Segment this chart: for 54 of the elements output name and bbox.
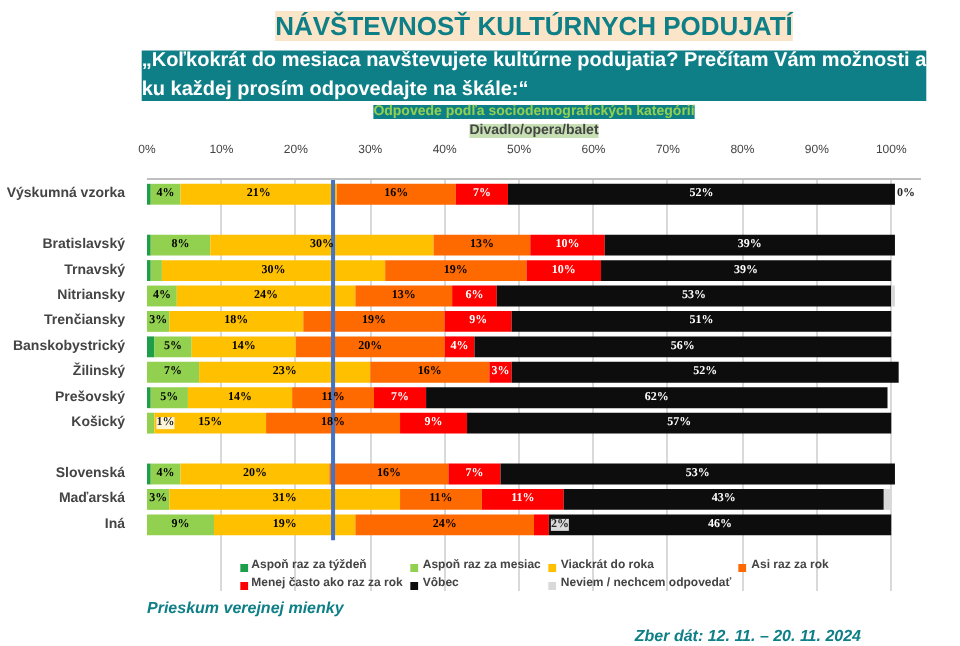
bar bbox=[154, 412, 267, 434]
bar bbox=[210, 234, 434, 256]
bar bbox=[292, 387, 374, 409]
bar bbox=[199, 361, 371, 383]
bar bbox=[385, 260, 527, 281]
bar bbox=[154, 336, 192, 358]
bar bbox=[336, 183, 456, 205]
bar bbox=[474, 336, 892, 358]
bar bbox=[604, 234, 895, 256]
bar bbox=[213, 514, 356, 536]
bar bbox=[500, 463, 895, 485]
bar bbox=[150, 234, 211, 256]
bar bbox=[373, 387, 427, 409]
bar bbox=[400, 412, 468, 434]
bar bbox=[266, 412, 401, 434]
bar bbox=[191, 336, 296, 358]
bar bbox=[169, 489, 401, 510]
chart-title: NÁVŠTEVNOSŤ KULTÚRNYCH PODUJATÍ bbox=[275, 11, 794, 41]
bar bbox=[147, 336, 155, 358]
bar bbox=[180, 183, 337, 205]
bar bbox=[511, 310, 892, 332]
bar bbox=[426, 387, 888, 409]
bar bbox=[370, 361, 490, 383]
bar bbox=[147, 361, 200, 383]
bar bbox=[161, 260, 386, 281]
bar bbox=[400, 489, 482, 510]
bar bbox=[511, 361, 899, 383]
bar bbox=[548, 514, 892, 536]
bar bbox=[481, 489, 564, 510]
bar bbox=[467, 412, 892, 434]
bar bbox=[147, 412, 155, 434]
bar bbox=[444, 310, 512, 332]
bar bbox=[150, 260, 162, 281]
bar bbox=[303, 310, 445, 332]
bar bbox=[530, 234, 605, 256]
text: Zber dát: 12. 11. – 20. 11. 2024 bbox=[632, 627, 863, 645]
bar bbox=[534, 514, 549, 536]
bar bbox=[496, 285, 892, 307]
bar bbox=[433, 234, 531, 256]
bar bbox=[600, 260, 892, 281]
bar bbox=[176, 285, 356, 307]
bar bbox=[526, 260, 601, 281]
bar bbox=[180, 463, 330, 485]
bar bbox=[187, 387, 293, 409]
bar bbox=[355, 285, 453, 307]
bar bbox=[448, 463, 501, 485]
bar bbox=[563, 489, 884, 510]
bar bbox=[147, 514, 214, 536]
bar bbox=[507, 183, 895, 205]
bar bbox=[169, 310, 304, 332]
bar bbox=[355, 514, 534, 536]
bar bbox=[455, 183, 508, 205]
bar bbox=[295, 336, 445, 358]
text: Prieskum verejnej mienky bbox=[147, 599, 345, 617]
